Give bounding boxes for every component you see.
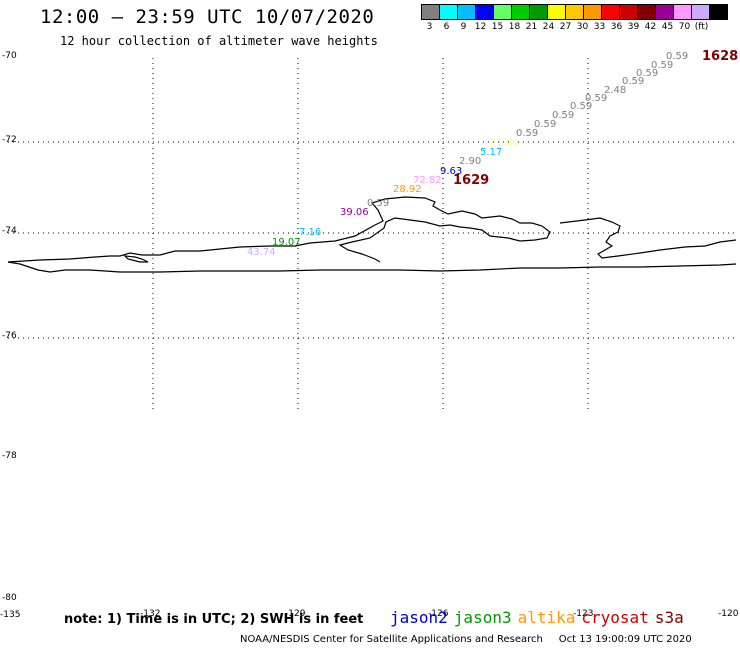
credit-text: NOAA/NESDIS Center for Satellite Applica… xyxy=(240,634,543,645)
legend-swatch xyxy=(548,5,566,19)
legend-swatch xyxy=(638,5,656,19)
legend-swatch xyxy=(566,5,584,19)
wave-height-value: 7.16 xyxy=(299,227,321,238)
coastline-inlet xyxy=(123,255,149,263)
footer-credit: NOAA/NESDIS Center for Satellite Applica… xyxy=(240,634,692,645)
footnote: note: 1) Time is in UTC; 2) SWH is in fe… xyxy=(64,612,364,627)
wave-height-value: 28.92 xyxy=(393,184,422,195)
legend-swatches xyxy=(421,4,728,20)
legend-ticks: 3 6 9 12 15 18 21 24 27 30 33 36 39 42 45 70 (ft) xyxy=(421,22,740,32)
coastline-east xyxy=(559,217,737,259)
legend-swatch xyxy=(440,5,458,19)
wave-height-value: 9.63 xyxy=(440,166,462,177)
color-legend: 3 6 9 12 15 18 21 24 27 30 33 36 39 42 45 70 (ft) xyxy=(421,4,740,32)
latitude-label: -72 xyxy=(2,135,17,145)
wave-height-value: 72.82 xyxy=(413,175,442,186)
legend-tick-label: 18 xyxy=(508,22,521,32)
legend-swatch xyxy=(494,5,512,19)
latitude-label: -78 xyxy=(2,451,17,461)
map-title: 12:00 – 23:59 UTC 10/07/2020 xyxy=(40,6,375,28)
latitude-label: -70 xyxy=(2,51,17,61)
satellite-name: altika xyxy=(517,608,576,627)
ice-shelf-outline xyxy=(7,196,551,263)
track-id-label: 1628 xyxy=(702,49,738,64)
wave-height-value: 0.59 xyxy=(367,198,389,209)
legend-swatch xyxy=(458,5,476,19)
satellite-name: jason3 xyxy=(453,608,512,627)
wave-height-value: 39.06 xyxy=(340,207,369,218)
legend-tick-label: (ft) xyxy=(694,22,709,32)
latitude-label: -80 xyxy=(2,593,17,603)
longitude-label: -120 xyxy=(718,609,739,619)
latitude-label: -74 xyxy=(2,226,17,236)
timestamp: Oct 13 19:00:09 UTC 2020 xyxy=(558,634,692,645)
legend-tick-label: 3 xyxy=(426,22,433,32)
legend-tick-label: 24 xyxy=(542,22,555,32)
longitude-label: -132 xyxy=(140,609,160,619)
satellite-legend: jason2 jason3 altika cryosat s3a xyxy=(390,608,690,627)
wave-height-value: 43.74 xyxy=(247,247,276,258)
legend-tick-label: 12 xyxy=(474,22,487,32)
longitude-label: -123 xyxy=(573,609,593,619)
legend-tick-label: 6 xyxy=(443,22,450,32)
graticule xyxy=(8,58,736,410)
legend-tick-label: 45 xyxy=(661,22,674,32)
latitude-label: -76 xyxy=(2,331,17,341)
satellite-name: s3a xyxy=(654,608,684,627)
legend-tick-label: 33 xyxy=(593,22,606,32)
legend-tick-label: 36 xyxy=(610,22,623,32)
map-subtitle: 12 hour collection of altimeter wave hei… xyxy=(60,34,378,48)
legend-swatch xyxy=(710,5,727,19)
satellite-name: cryosat xyxy=(581,608,649,627)
legend-swatch xyxy=(422,5,440,19)
legend-tick-label: 39 xyxy=(627,22,640,32)
legend-swatch xyxy=(656,5,674,19)
wave-height-value: 2.48 xyxy=(604,85,626,96)
legend-swatch xyxy=(512,5,530,19)
longitude-label: -135 xyxy=(0,610,20,620)
wave-height-value: 0.59 xyxy=(552,110,574,121)
wave-height-value: 0.59 xyxy=(585,93,607,104)
legend-swatch xyxy=(692,5,710,19)
legend-tick-label: 27 xyxy=(559,22,572,32)
legend-swatch xyxy=(476,5,494,19)
wave-height-value: 0.59 xyxy=(570,101,592,112)
wave-height-value: 5.17 xyxy=(480,147,502,158)
longitude-label: -129 xyxy=(285,609,306,619)
legend-swatch xyxy=(602,5,620,19)
coastline xyxy=(7,196,737,273)
legend-tick-label: 9 xyxy=(460,22,467,32)
longitude-label: -126 xyxy=(428,609,449,619)
wave-height-value: 19.07 xyxy=(272,237,301,248)
axis-labels: -70 -72 -74 -76 -78 -80 -135 -132 -129 -126 -123 -1… xyxy=(0,51,739,620)
legend-swatch xyxy=(530,5,548,19)
legend-tick-label: 70 xyxy=(678,22,691,32)
legend-swatch xyxy=(620,5,638,19)
wave-height-value: 0.59 xyxy=(516,128,538,139)
legend-tick-label: 30 xyxy=(576,22,589,32)
wave-height-value: 0.59 xyxy=(666,51,688,62)
wave-height-value: 0.59 xyxy=(534,119,556,130)
wave-height-value: 0.59 xyxy=(651,60,673,71)
wave-height-labels: 0.590.590.590.592.480.590.590.590.590.59… xyxy=(247,49,738,258)
legend-tick-label: 21 xyxy=(525,22,538,32)
legend-swatch xyxy=(674,5,692,19)
wave-height-value: 0.59 xyxy=(622,76,644,87)
wave-height-value: 21.00 xyxy=(490,138,519,149)
wave-height-value: 2.90 xyxy=(459,156,481,167)
legend-tick-label: 15 xyxy=(491,22,504,32)
legend-tick-label: 42 xyxy=(644,22,657,32)
satellite-name: jason2 xyxy=(390,608,448,627)
wave-height-value: 0.59 xyxy=(636,68,658,79)
coastline-south xyxy=(7,261,737,273)
track-id-label: 1629 xyxy=(453,173,489,188)
legend-swatch xyxy=(584,5,602,19)
